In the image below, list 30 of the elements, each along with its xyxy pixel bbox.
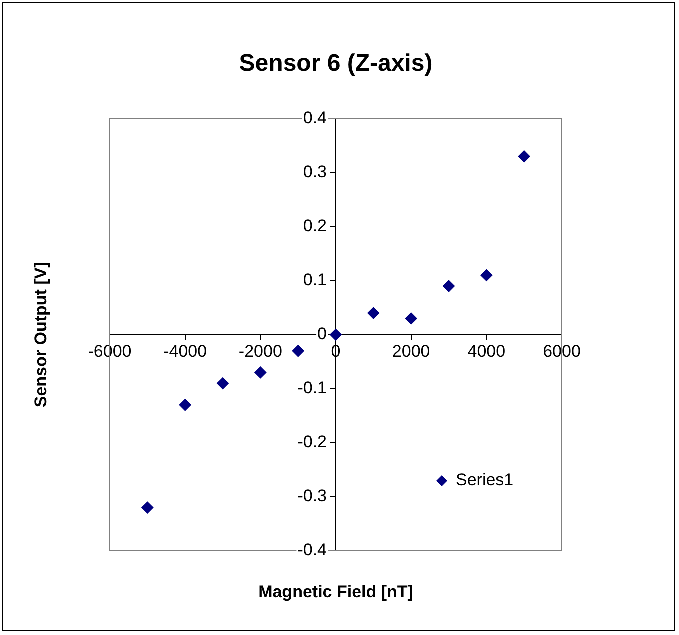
y-tick-label: 0 (318, 324, 327, 344)
point (368, 307, 380, 320)
point (518, 150, 530, 163)
point (480, 269, 493, 282)
legend-label: Series1 (456, 470, 514, 490)
x-tick-label: 4000 (468, 342, 506, 361)
y-tick-label: 0.2 (303, 216, 327, 236)
y-axis-title: Sensor Output [V] (32, 262, 51, 408)
chart-title: Sensor 6 (Z-axis) (239, 50, 433, 78)
y-tick-label: -0.1 (298, 378, 327, 398)
point (179, 399, 192, 412)
point (142, 502, 154, 514)
point (443, 280, 455, 292)
x-tick-label: 6000 (543, 342, 581, 361)
x-tick-label: -6000 (88, 342, 132, 361)
point (254, 366, 267, 379)
y-tick-label: -0.3 (298, 486, 327, 506)
x-tick-label: -2000 (238, 342, 282, 361)
x-tick-label: -4000 (164, 342, 208, 361)
point (217, 378, 229, 390)
y-tick-label: 0.1 (303, 270, 327, 290)
x-axis-title: Magnetic Field [nT] (258, 582, 414, 602)
y-tick-label: 0.3 (303, 162, 327, 182)
point (405, 312, 418, 325)
y-tick-label: 0.4 (303, 108, 327, 128)
y-tick-label: -0.4 (298, 540, 327, 560)
x-tick-label: 2000 (392, 342, 430, 361)
y-tick-label: -0.2 (298, 432, 327, 452)
point (330, 328, 342, 341)
point (292, 345, 304, 358)
